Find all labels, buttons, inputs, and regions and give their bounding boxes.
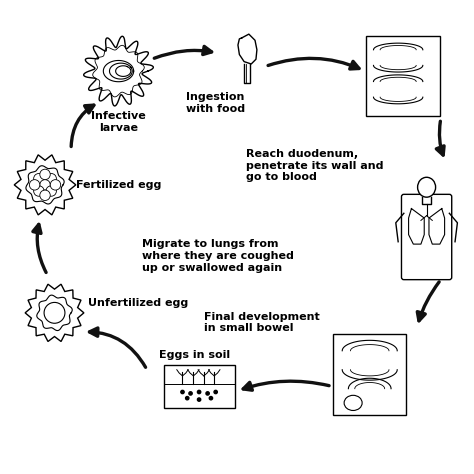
Circle shape bbox=[189, 392, 192, 395]
FancyArrowPatch shape bbox=[154, 46, 212, 58]
Circle shape bbox=[34, 186, 44, 196]
FancyArrowPatch shape bbox=[71, 105, 94, 146]
Text: Eggs in soil: Eggs in soil bbox=[159, 350, 230, 360]
Text: Fertilized egg: Fertilized egg bbox=[76, 180, 161, 190]
Circle shape bbox=[198, 391, 201, 393]
Text: Ingestion
with food: Ingestion with food bbox=[186, 92, 245, 114]
Circle shape bbox=[40, 190, 50, 201]
Circle shape bbox=[210, 396, 212, 400]
FancyArrowPatch shape bbox=[243, 381, 329, 390]
Text: Unfertilized egg: Unfertilized egg bbox=[88, 298, 188, 309]
FancyArrowPatch shape bbox=[436, 121, 444, 155]
Circle shape bbox=[50, 180, 61, 190]
Circle shape bbox=[186, 396, 189, 400]
Circle shape bbox=[214, 391, 217, 393]
Polygon shape bbox=[14, 155, 76, 215]
Text: Reach duodenum,
penetrate its wall and
go to blood: Reach duodenum, penetrate its wall and g… bbox=[246, 149, 384, 182]
Circle shape bbox=[181, 391, 184, 393]
Circle shape bbox=[44, 302, 65, 323]
Circle shape bbox=[40, 169, 50, 180]
Ellipse shape bbox=[344, 395, 362, 410]
Circle shape bbox=[206, 392, 210, 395]
Circle shape bbox=[46, 186, 56, 196]
Polygon shape bbox=[429, 209, 445, 244]
Bar bbox=[164, 365, 235, 408]
Polygon shape bbox=[25, 284, 84, 341]
FancyArrowPatch shape bbox=[268, 58, 359, 69]
Polygon shape bbox=[409, 209, 424, 244]
Circle shape bbox=[40, 180, 50, 190]
Bar bbox=[333, 334, 407, 415]
FancyArrowPatch shape bbox=[33, 224, 46, 273]
Bar bbox=[366, 36, 440, 116]
Ellipse shape bbox=[418, 177, 436, 197]
Text: Migrate to lungs from
where they are coughed
up or swallowed again: Migrate to lungs from where they are cou… bbox=[142, 239, 294, 273]
FancyArrowPatch shape bbox=[90, 328, 146, 367]
Circle shape bbox=[34, 173, 44, 184]
Text: Infective
larvae: Infective larvae bbox=[91, 111, 146, 133]
FancyBboxPatch shape bbox=[401, 194, 452, 280]
Circle shape bbox=[46, 173, 56, 184]
Circle shape bbox=[198, 398, 201, 401]
Text: Final development
in small bowel: Final development in small bowel bbox=[204, 311, 319, 333]
FancyArrowPatch shape bbox=[417, 282, 439, 321]
Circle shape bbox=[29, 180, 40, 190]
